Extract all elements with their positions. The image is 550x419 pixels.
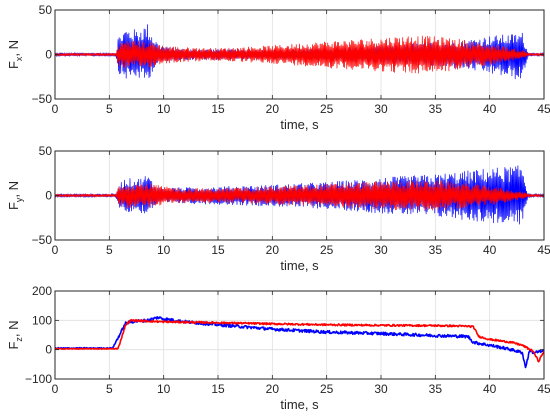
x-tick-label: 10 (157, 243, 171, 257)
x-tick-label: 30 (374, 382, 388, 396)
x-tick-label: 40 (483, 382, 497, 396)
y-tick-label: 50 (39, 3, 53, 17)
plot-area (55, 291, 544, 379)
data-layer (55, 24, 544, 80)
series-2-line (55, 318, 544, 363)
y-axis-label: Fz, N (6, 320, 24, 349)
x-tick-label: 15 (211, 243, 225, 257)
x-tick-label: 15 (211, 102, 225, 116)
y-tick-label: −50 (32, 92, 53, 106)
series-2-line (55, 35, 544, 74)
x-tick-label: 40 (483, 102, 497, 116)
y-tick-label: −50 (32, 233, 53, 247)
y-tick-label: 50 (39, 144, 53, 158)
series-1-line (55, 315, 544, 369)
x-tick-label: 40 (483, 243, 497, 257)
x-tick-label: 0 (52, 243, 59, 257)
x-tick-label: 45 (537, 382, 550, 396)
x-tick-label: 15 (211, 382, 225, 396)
x-tick-label: 10 (157, 102, 171, 116)
y-tick-label: 0 (45, 48, 52, 62)
x-tick-label: 20 (266, 382, 280, 396)
x-tick-label: 0 (52, 382, 59, 396)
x-tick-label: 30 (374, 102, 388, 116)
x-tick-label: 45 (537, 243, 550, 257)
x-tick-label: 45 (537, 102, 550, 116)
x-tick-label: 30 (374, 243, 388, 257)
x-tick-label: 35 (429, 243, 443, 257)
x-tick-label: 0 (52, 102, 59, 116)
data-layer (55, 315, 544, 369)
x-tick-label: 10 (157, 382, 171, 396)
x-tick-label: 5 (106, 382, 113, 396)
x-tick-label: 5 (106, 243, 113, 257)
x-tick-label: 35 (429, 382, 443, 396)
x-tick-label: 25 (320, 382, 334, 396)
axes-box (54, 290, 545, 380)
data-layer (55, 165, 544, 225)
x-tick-label: 25 (320, 102, 334, 116)
series-2-line (55, 180, 544, 211)
x-tick-label: 35 (429, 102, 443, 116)
x-tick-label: 20 (266, 243, 280, 257)
x-axis-label: time, s (280, 258, 319, 273)
y-tick-label: 100 (32, 313, 52, 327)
y-axis-label: Fy, N (6, 181, 24, 210)
y-tick-label: 200 (32, 284, 52, 298)
y-tick-label: 0 (45, 189, 52, 203)
x-tick-label: 5 (106, 102, 113, 116)
y-tick-label: −100 (25, 372, 52, 386)
y-axis-label: Fx, N (6, 40, 24, 69)
x-axis-label: time, s (280, 117, 319, 132)
y-tick-label: 0 (45, 343, 52, 357)
x-tick-label: 25 (320, 243, 334, 257)
x-tick-label: 20 (266, 102, 280, 116)
x-axis-label: time, s (280, 397, 319, 412)
